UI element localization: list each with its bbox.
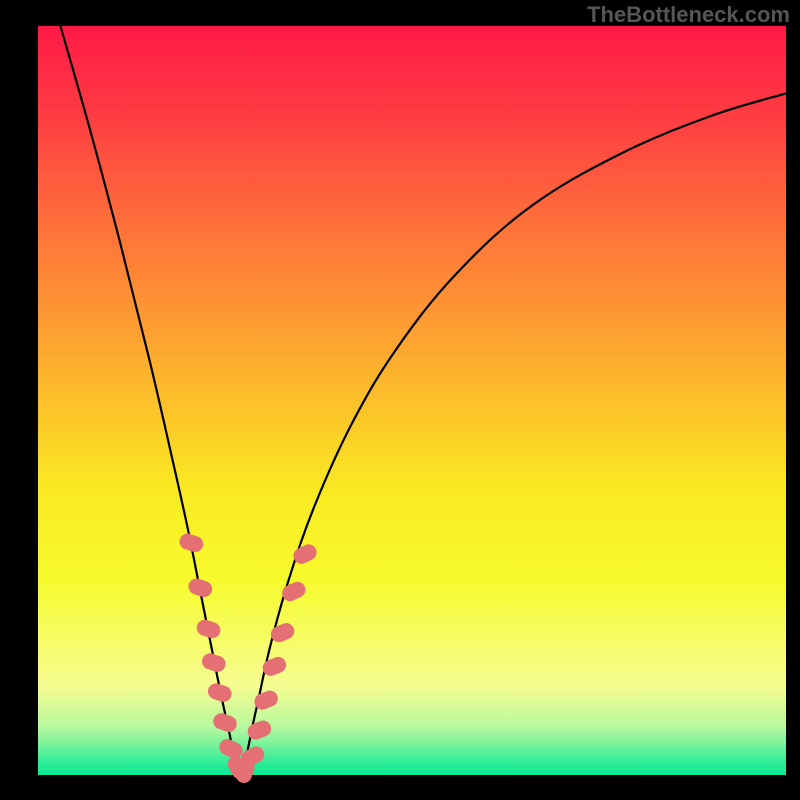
image-frame: TheBottleneck.com xyxy=(0,0,800,800)
bottleneck-chart xyxy=(0,0,800,800)
watermark-text: TheBottleneck.com xyxy=(587,2,790,28)
gradient-background xyxy=(38,26,786,775)
